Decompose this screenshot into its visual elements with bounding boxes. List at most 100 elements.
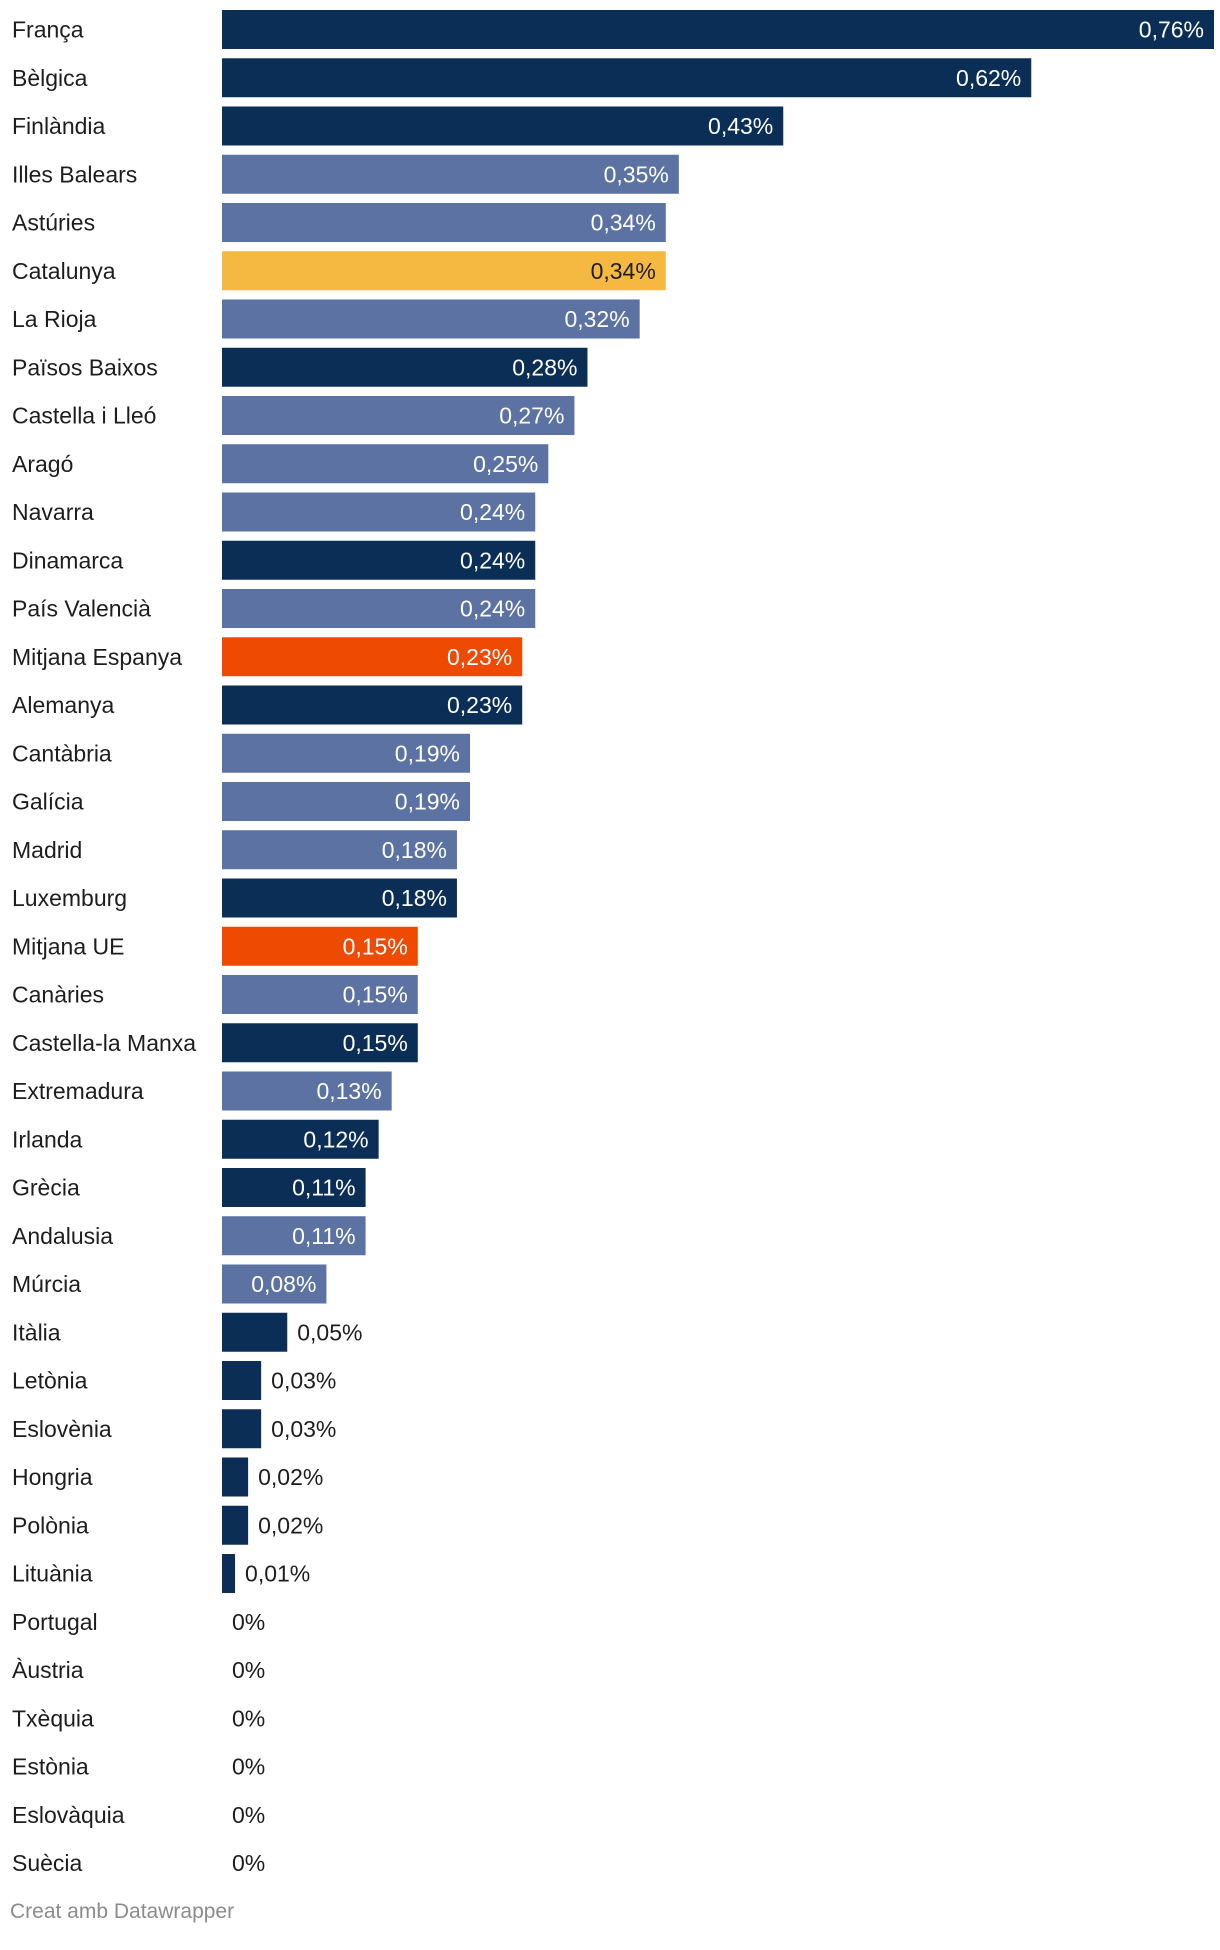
- bar: [222, 10, 1214, 49]
- value-label: 0,34%: [591, 258, 656, 284]
- value-label: 0%: [232, 1754, 265, 1780]
- bar: [222, 347, 588, 387]
- bar: [222, 1554, 236, 1593]
- value-label: 0,03%: [271, 1368, 336, 1394]
- bar: [222, 878, 457, 918]
- bar: [222, 1168, 366, 1207]
- category-label: Catalunya: [12, 258, 116, 284]
- bar: [222, 58, 1032, 98]
- category-label: Eslovènia: [12, 1416, 112, 1442]
- category-label: Suècia: [12, 1850, 83, 1876]
- bar: [222, 1505, 249, 1545]
- category-label: Madrid: [12, 837, 82, 863]
- value-label: 0,11%: [292, 1175, 356, 1201]
- value-label: 0%: [232, 1850, 265, 1876]
- value-label: 0,24%: [460, 596, 525, 622]
- bar: [222, 396, 575, 435]
- category-label: Irlanda: [12, 1126, 83, 1152]
- category-label: Finlàndia: [12, 113, 106, 139]
- bar: [222, 1312, 288, 1352]
- bar: [222, 926, 418, 966]
- value-label: 0,03%: [271, 1416, 336, 1442]
- value-label: 0,18%: [382, 837, 447, 863]
- category-label: Dinamarca: [12, 547, 123, 573]
- category-label: Grècia: [12, 1175, 80, 1201]
- category-label: Illes Balears: [12, 161, 137, 187]
- value-label: 0,23%: [447, 692, 512, 718]
- category-label: Galícia: [12, 789, 84, 815]
- value-label: 0,13%: [316, 1078, 381, 1104]
- value-label: 0,02%: [258, 1512, 323, 1538]
- category-label: Letònia: [12, 1368, 88, 1394]
- bar: [222, 685, 523, 725]
- value-label: 0,34%: [591, 210, 656, 236]
- category-label: Països Baixos: [12, 354, 158, 380]
- category-label: Astúries: [12, 210, 95, 236]
- category-label: Eslovàquia: [12, 1802, 125, 1828]
- bar: [222, 540, 536, 580]
- bar: [222, 154, 679, 194]
- category-label: Aragó: [12, 451, 73, 477]
- category-label: Navarra: [12, 499, 94, 525]
- category-label: Hongria: [12, 1464, 93, 1490]
- bar: [222, 975, 418, 1014]
- value-label: 0,08%: [251, 1271, 316, 1297]
- bar: [222, 203, 666, 242]
- bar: [222, 1409, 262, 1449]
- value-label: 0,25%: [473, 451, 538, 477]
- value-label: 0,18%: [382, 885, 447, 911]
- value-label: 0%: [232, 1802, 265, 1828]
- category-label: Polònia: [12, 1512, 89, 1538]
- value-label: 0,11%: [292, 1223, 356, 1249]
- value-label: 0,27%: [499, 403, 564, 429]
- chart-credit: Creat amb Datawrapper: [10, 1900, 235, 1923]
- category-label: País Valencià: [12, 596, 151, 622]
- category-label: Alemanya: [12, 692, 114, 718]
- bar: [222, 637, 523, 677]
- category-label: Castella-la Manxa: [12, 1030, 196, 1056]
- category-label: Txèquia: [12, 1705, 94, 1731]
- bar: [222, 1264, 327, 1304]
- category-label: La Rioja: [12, 306, 97, 332]
- category-label: Itàlia: [12, 1319, 61, 1345]
- value-label: 0%: [232, 1705, 265, 1731]
- labels-layer: França 0,76% Bèlgica 0,62% Finlàndia 0,43% Ill…: [12, 17, 1204, 1877]
- value-label: 0,01%: [245, 1561, 310, 1587]
- value-label: 0%: [232, 1609, 265, 1635]
- value-label: 0,62%: [956, 65, 1021, 91]
- bar: [222, 733, 470, 773]
- category-label: Portugal: [12, 1609, 98, 1635]
- bar: [222, 1216, 366, 1256]
- value-label: 0,15%: [343, 982, 408, 1008]
- value-label: 0,24%: [460, 499, 525, 525]
- category-label: Bèlgica: [12, 65, 88, 91]
- bar: [222, 830, 457, 870]
- category-label: Mitjana UE: [12, 933, 124, 959]
- value-label: 0,15%: [343, 933, 408, 959]
- category-label: Àustria: [12, 1657, 84, 1683]
- bar: [222, 444, 549, 484]
- value-label: 0,12%: [303, 1126, 368, 1152]
- bar: [222, 1457, 249, 1497]
- value-label: 0,28%: [512, 354, 577, 380]
- category-label: França: [12, 17, 84, 43]
- category-label: Estònia: [12, 1754, 89, 1780]
- value-label: 0,05%: [297, 1319, 362, 1345]
- value-label: 0,32%: [564, 306, 629, 332]
- bar: [222, 1119, 379, 1159]
- bar: [222, 589, 536, 628]
- category-label: Luxemburg: [12, 885, 127, 911]
- value-label: 0,43%: [708, 113, 773, 139]
- bar: [222, 1361, 262, 1400]
- category-label: Múrcia: [12, 1271, 81, 1297]
- value-label: 0,19%: [395, 740, 460, 766]
- bar: [222, 106, 784, 146]
- value-label: 0,02%: [258, 1464, 323, 1490]
- value-label: 0,24%: [460, 547, 525, 573]
- category-label: Mitjana Espanya: [12, 644, 182, 670]
- bar: [222, 1023, 418, 1063]
- value-label: 0,23%: [447, 644, 512, 670]
- category-label: Castella i Lleó: [12, 403, 156, 429]
- category-label: Andalusia: [12, 1223, 113, 1249]
